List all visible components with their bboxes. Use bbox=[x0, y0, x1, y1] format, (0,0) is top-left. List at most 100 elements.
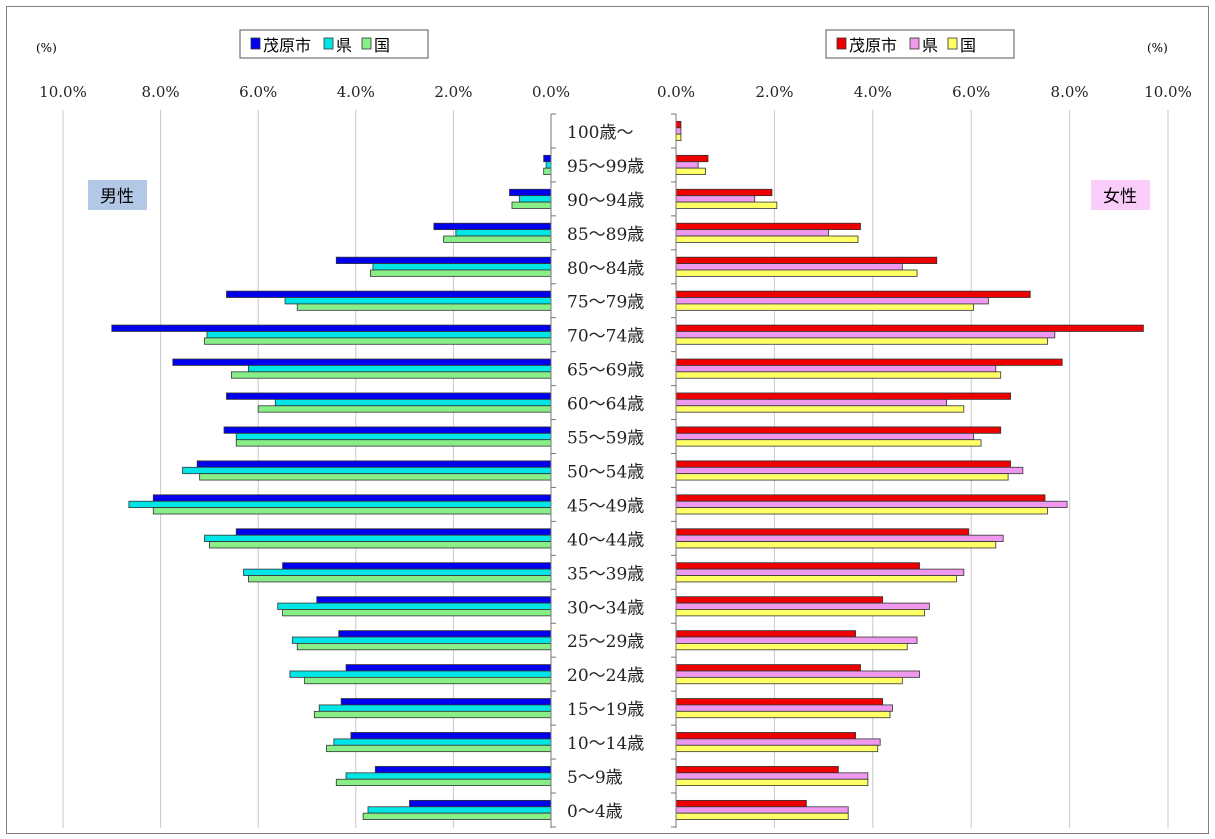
left-bar-0 bbox=[152, 494, 552, 502]
left-bar-2 bbox=[230, 371, 552, 379]
left-legend-swatch-0 bbox=[250, 37, 261, 50]
age-category-label: 10～14歳 bbox=[567, 734, 644, 754]
left-bar-1 bbox=[235, 432, 552, 441]
right-bar-2 bbox=[675, 235, 859, 243]
right-bar-0 bbox=[675, 630, 856, 638]
left-bar-0 bbox=[433, 222, 552, 231]
right-bar-2 bbox=[675, 643, 908, 651]
male-tag-bg bbox=[88, 180, 147, 210]
left-bar-1 bbox=[333, 738, 552, 746]
right-bar-1 bbox=[675, 297, 989, 305]
right-bar-2 bbox=[675, 405, 965, 413]
right-tick-label: 6.0% bbox=[952, 83, 990, 101]
right-legend: 茂原市 県 国 bbox=[825, 29, 1015, 59]
left-bar-1 bbox=[284, 297, 552, 305]
left-bar-1 bbox=[545, 161, 552, 169]
right-bar-2 bbox=[675, 303, 975, 311]
left-legend-box bbox=[239, 29, 429, 59]
right-bar-1 bbox=[675, 738, 881, 746]
left-tick-label: 6.0% bbox=[239, 83, 277, 101]
right-bar-0 bbox=[675, 256, 938, 264]
right-bar-2 bbox=[675, 269, 918, 277]
left-tick-label: 10.0% bbox=[39, 83, 87, 101]
age-category-label: 75～79歳 bbox=[567, 293, 644, 313]
right-bar-0 bbox=[675, 120, 682, 129]
right-bar-0 bbox=[675, 324, 1144, 332]
left-bar-0 bbox=[340, 698, 552, 706]
right-bar-0 bbox=[675, 562, 920, 570]
left-bar-0 bbox=[226, 290, 552, 298]
chart-frame bbox=[6, 6, 1209, 834]
female-tag-label: 女性 bbox=[1103, 187, 1137, 207]
right-bar-2 bbox=[675, 676, 903, 685]
right-bar-1 bbox=[675, 229, 829, 237]
left-bar-0 bbox=[223, 426, 552, 434]
left-bar-1 bbox=[277, 602, 552, 610]
right-legend-swatch-1 bbox=[909, 37, 920, 50]
right-unit-label: (%) bbox=[1147, 41, 1168, 55]
left-bar-1 bbox=[248, 365, 552, 373]
age-category-label: 5～9歳 bbox=[567, 768, 623, 788]
right-bar-1 bbox=[675, 127, 682, 135]
right-bar-0 bbox=[675, 494, 1046, 502]
right-tick-label: 2.0% bbox=[755, 83, 793, 101]
right-bar-0 bbox=[675, 732, 856, 740]
left-legend: 茂原市 県 国 bbox=[239, 29, 429, 59]
left-tick-label: 2.0% bbox=[434, 83, 472, 101]
left-unit-label: (%) bbox=[36, 41, 57, 55]
left-legend-swatch-2 bbox=[361, 37, 372, 50]
right-bar-0 bbox=[675, 528, 970, 536]
right-tick-label: 10.0% bbox=[1144, 83, 1192, 101]
age-category-label: 95～99歳 bbox=[567, 157, 644, 177]
left-legend-label-2: 国 bbox=[374, 36, 390, 55]
right-bar-1 bbox=[675, 602, 930, 610]
left-bar-1 bbox=[182, 466, 552, 475]
left-bar-2 bbox=[248, 575, 552, 583]
left-bar-2 bbox=[304, 676, 552, 685]
left-bar-2 bbox=[152, 507, 552, 515]
left-bar-2 bbox=[296, 303, 552, 311]
right-bar-1 bbox=[675, 331, 1056, 339]
right-bar-2 bbox=[675, 439, 982, 447]
left-bar-0 bbox=[338, 630, 552, 638]
right-bar-0 bbox=[675, 358, 1063, 366]
age-category-label: 15～19歳 bbox=[567, 700, 644, 720]
right-bar-1 bbox=[675, 704, 893, 712]
left-bar-0 bbox=[235, 528, 552, 536]
left-legend-label-1: 県 bbox=[336, 36, 352, 55]
age-category-label: 55～59歳 bbox=[567, 429, 644, 449]
left-bar-1 bbox=[318, 704, 552, 712]
age-category-label: 80～84歳 bbox=[567, 259, 644, 279]
left-bar-1 bbox=[372, 263, 552, 271]
male-tag-label: 男性 bbox=[100, 187, 134, 207]
right-bar-2 bbox=[675, 609, 925, 617]
left-bar-0 bbox=[374, 766, 552, 774]
right-bar-0 bbox=[675, 188, 773, 197]
left-bar-2 bbox=[204, 337, 552, 345]
age-category-label: 40～44歳 bbox=[567, 530, 644, 550]
left-bar-1 bbox=[455, 229, 552, 237]
age-category-label: 35～39歳 bbox=[567, 564, 644, 584]
age-category-label: 85～89歳 bbox=[567, 225, 644, 245]
right-bar-1 bbox=[675, 568, 965, 576]
left-tick-label: 4.0% bbox=[337, 83, 375, 101]
right-bar-2 bbox=[675, 507, 1048, 515]
left-legend-swatch-1 bbox=[323, 37, 334, 50]
female-tag-bg bbox=[1091, 180, 1150, 210]
right-bar-1 bbox=[675, 534, 1004, 542]
left-bar-0 bbox=[509, 188, 552, 197]
right-bar-0 bbox=[675, 460, 1011, 468]
right-bar-2 bbox=[675, 201, 778, 209]
right-bar-1 bbox=[675, 263, 903, 271]
right-bar-0 bbox=[675, 596, 884, 604]
right-bar-0 bbox=[675, 766, 839, 774]
age-category-label: 90～94歳 bbox=[567, 191, 644, 211]
left-bar-1 bbox=[345, 772, 552, 780]
right-bar-0 bbox=[675, 799, 807, 808]
left-bar-1 bbox=[204, 534, 552, 542]
right-bar-2 bbox=[675, 167, 706, 175]
left-bar-1 bbox=[243, 568, 552, 576]
right-bar-2 bbox=[675, 744, 879, 753]
left-bar-0 bbox=[335, 256, 552, 264]
